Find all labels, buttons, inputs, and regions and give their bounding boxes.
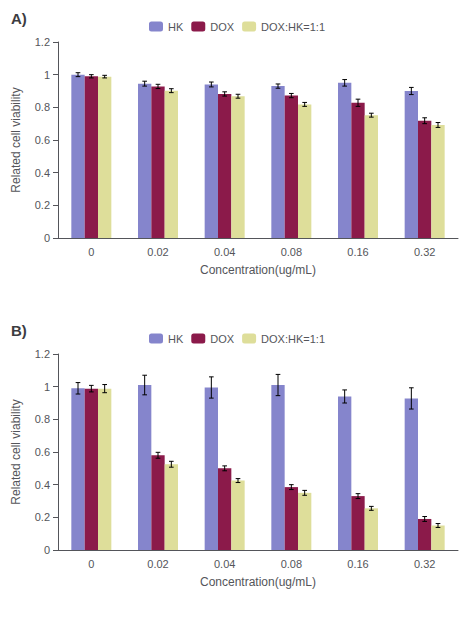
svg-text:0.32: 0.32 (414, 558, 435, 570)
svg-text:B): B) (11, 322, 27, 339)
svg-text:0.8: 0.8 (35, 413, 50, 425)
svg-text:0.8: 0.8 (35, 101, 50, 113)
svg-text:0.4: 0.4 (35, 167, 50, 179)
svg-text:DOX: DOX (210, 21, 235, 33)
svg-text:1.2: 1.2 (35, 348, 50, 360)
svg-text:DOX:HK=1:1: DOX:HK=1:1 (261, 333, 325, 345)
svg-text:0.04: 0.04 (214, 558, 235, 570)
svg-text:HK: HK (168, 333, 184, 345)
svg-text:Related cell viability: Related cell viability (9, 399, 23, 504)
svg-text:0.02: 0.02 (147, 558, 168, 570)
svg-text:1.2: 1.2 (35, 36, 50, 48)
svg-text:0: 0 (44, 544, 50, 556)
svg-text:Related cell viability: Related cell viability (9, 87, 23, 192)
svg-text:0: 0 (44, 232, 50, 244)
svg-text:0.08: 0.08 (281, 246, 302, 258)
svg-text:0.4: 0.4 (35, 479, 50, 491)
svg-text:0.2: 0.2 (35, 199, 50, 211)
svg-text:0: 0 (88, 558, 94, 570)
svg-text:0.16: 0.16 (347, 246, 368, 258)
svg-text:0.6: 0.6 (35, 134, 50, 146)
svg-text:1: 1 (44, 381, 50, 393)
svg-text:HK: HK (168, 21, 184, 33)
svg-text:0.04: 0.04 (214, 246, 235, 258)
svg-text:0.16: 0.16 (347, 558, 368, 570)
svg-text:0: 0 (88, 246, 94, 258)
svg-text:DOX: DOX (210, 333, 235, 345)
svg-text:0.02: 0.02 (147, 246, 168, 258)
svg-text:Concentration(ug/mL): Concentration(ug/mL) (200, 263, 316, 277)
svg-text:Concentration(ug/mL): Concentration(ug/mL) (200, 575, 316, 589)
svg-text:0.6: 0.6 (35, 446, 50, 458)
svg-text:1: 1 (44, 69, 50, 81)
svg-text:0.2: 0.2 (35, 511, 50, 523)
svg-text:0.32: 0.32 (414, 246, 435, 258)
svg-text:A): A) (11, 10, 27, 27)
svg-text:DOX:HK=1:1: DOX:HK=1:1 (261, 21, 325, 33)
svg-text:0.08: 0.08 (281, 558, 302, 570)
